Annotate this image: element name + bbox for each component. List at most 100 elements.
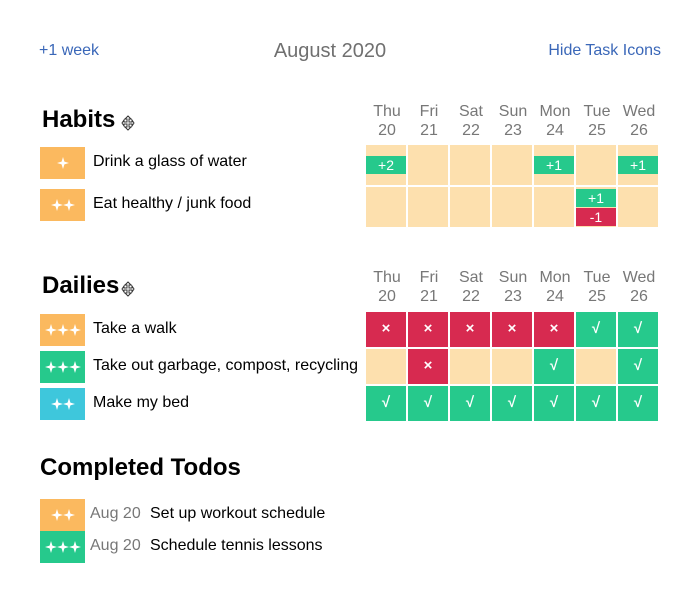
daily-day-cell[interactable]: × <box>366 312 406 347</box>
checkmark-icon: √ <box>549 394 559 411</box>
daily-day-cell[interactable]: √ <box>576 312 616 347</box>
checkmark-icon: √ <box>549 357 559 374</box>
day-number: 21 <box>420 122 438 139</box>
sparkle-icon <box>44 541 57 553</box>
habit-day-cell[interactable] <box>450 145 490 185</box>
task-row[interactable]: Eat healthy / junk food <box>40 189 360 221</box>
checkmark-icon: √ <box>507 394 517 411</box>
daily-day-cell[interactable] <box>450 349 490 384</box>
completed-todos-title: Completed Todos <box>40 454 241 481</box>
habit-day-cell[interactable]: +2 <box>366 145 406 185</box>
hide-task-icons-link[interactable]: Hide Task Icons <box>548 42 661 59</box>
day-name: Wed <box>622 269 656 286</box>
day-name: Tue <box>583 269 611 286</box>
day-number: 25 <box>588 288 606 305</box>
task-label: Eat healthy / junk food <box>93 195 252 212</box>
day-number: 23 <box>504 122 522 139</box>
day-name: Mon <box>539 103 571 120</box>
day-number: 26 <box>630 288 648 305</box>
completed-todo-row[interactable]: Aug 20 Schedule tennis lessons <box>40 531 360 563</box>
move-icon[interactable] <box>121 115 135 131</box>
day-name: Sat <box>458 269 483 286</box>
habit-day-cell[interactable] <box>492 187 532 227</box>
habit-day-cell[interactable] <box>534 187 574 227</box>
completed-todo-row[interactable]: Aug 20 Set up workout schedule <box>40 499 360 531</box>
day-header: Thu 20 <box>366 268 408 306</box>
task-row[interactable]: Take a walk <box>40 314 360 346</box>
checkmark-icon: √ <box>633 320 643 337</box>
checkmark-icon: √ <box>591 320 601 337</box>
daily-day-cell[interactable] <box>492 349 532 384</box>
missed-x-icon: × <box>423 357 433 374</box>
day-name: Thu <box>373 269 401 286</box>
task-difficulty-icon[interactable] <box>40 531 85 563</box>
sparkle-icon <box>68 361 81 373</box>
missed-x-icon: × <box>381 320 391 337</box>
habit-day-cell[interactable] <box>450 187 490 227</box>
day-header: Sat 22 <box>450 268 492 306</box>
todo-completed-date: Aug 20 <box>90 505 141 522</box>
sparkle-icon <box>56 361 69 373</box>
daily-day-cell[interactable]: √ <box>492 386 532 421</box>
day-header: Thu 20 <box>366 102 408 140</box>
daily-day-cell[interactable]: √ <box>366 386 406 421</box>
sparkle-icon <box>68 324 81 336</box>
daily-day-cell[interactable]: √ <box>408 386 448 421</box>
task-row[interactable]: Drink a glass of water <box>40 147 360 179</box>
day-number: 20 <box>378 288 396 305</box>
daily-day-cell[interactable] <box>366 349 406 384</box>
daily-day-cell[interactable]: √ <box>534 386 574 421</box>
day-name: Fri <box>419 103 439 120</box>
habit-day-cell[interactable]: +1 <box>618 145 658 185</box>
habit-day-cell[interactable]: +1 <box>534 145 574 185</box>
task-difficulty-icon[interactable] <box>40 388 85 420</box>
habit-day-cell[interactable]: +1 -1 <box>576 187 616 227</box>
daily-day-cell[interactable]: × <box>408 349 448 384</box>
sparkle-icon <box>56 157 69 169</box>
task-difficulty-icon[interactable] <box>40 314 85 346</box>
daily-day-cell[interactable]: × <box>450 312 490 347</box>
sparkle-icon <box>50 398 63 410</box>
day-number: 22 <box>462 122 480 139</box>
day-header: Wed 26 <box>618 268 660 306</box>
daily-day-cell[interactable]: × <box>408 312 448 347</box>
day-header: Fri 21 <box>408 268 450 306</box>
daily-day-cell[interactable]: √ <box>618 386 658 421</box>
daily-day-cell[interactable]: √ <box>534 349 574 384</box>
plus-one-week-link[interactable]: +1 week <box>39 42 100 59</box>
day-number: 25 <box>588 122 606 139</box>
task-row[interactable]: Take out garbage, compost, recycling <box>40 351 360 383</box>
sparkle-icon <box>44 324 57 336</box>
move-icon[interactable] <box>121 281 135 297</box>
positive-count-badge: +1 <box>618 156 658 174</box>
task-difficulty-icon[interactable] <box>40 147 85 179</box>
task-difficulty-icon[interactable] <box>40 499 85 531</box>
habit-day-cell[interactable] <box>366 187 406 227</box>
day-header: Tue 25 <box>576 268 618 306</box>
daily-day-cell[interactable]: × <box>492 312 532 347</box>
day-header: Mon 24 <box>534 102 576 140</box>
day-header: Tue 25 <box>576 102 618 140</box>
habit-day-cell[interactable] <box>408 145 448 185</box>
task-difficulty-icon[interactable] <box>40 189 85 221</box>
habit-day-cell[interactable] <box>618 187 658 227</box>
sparkle-icon <box>62 199 75 211</box>
daily-day-cell[interactable]: √ <box>618 312 658 347</box>
task-difficulty-icon[interactable] <box>40 351 85 383</box>
daily-day-cell[interactable]: √ <box>618 349 658 384</box>
habit-day-cell[interactable] <box>492 145 532 185</box>
sparkle-icon <box>56 324 69 336</box>
habit-day-cell[interactable] <box>408 187 448 227</box>
checkmark-icon: √ <box>633 357 643 374</box>
checkmark-icon: √ <box>591 394 601 411</box>
day-number: 23 <box>504 288 522 305</box>
daily-day-cell[interactable] <box>576 349 616 384</box>
habit-day-cell[interactable] <box>576 145 616 185</box>
task-row[interactable]: Make my bed <box>40 388 360 420</box>
daily-day-cell[interactable]: × <box>534 312 574 347</box>
task-label: Drink a glass of water <box>93 153 247 170</box>
daily-day-cell[interactable]: √ <box>450 386 490 421</box>
month-title: August 2020 <box>273 40 387 62</box>
daily-day-cell[interactable]: √ <box>576 386 616 421</box>
day-name: Thu <box>373 103 401 120</box>
